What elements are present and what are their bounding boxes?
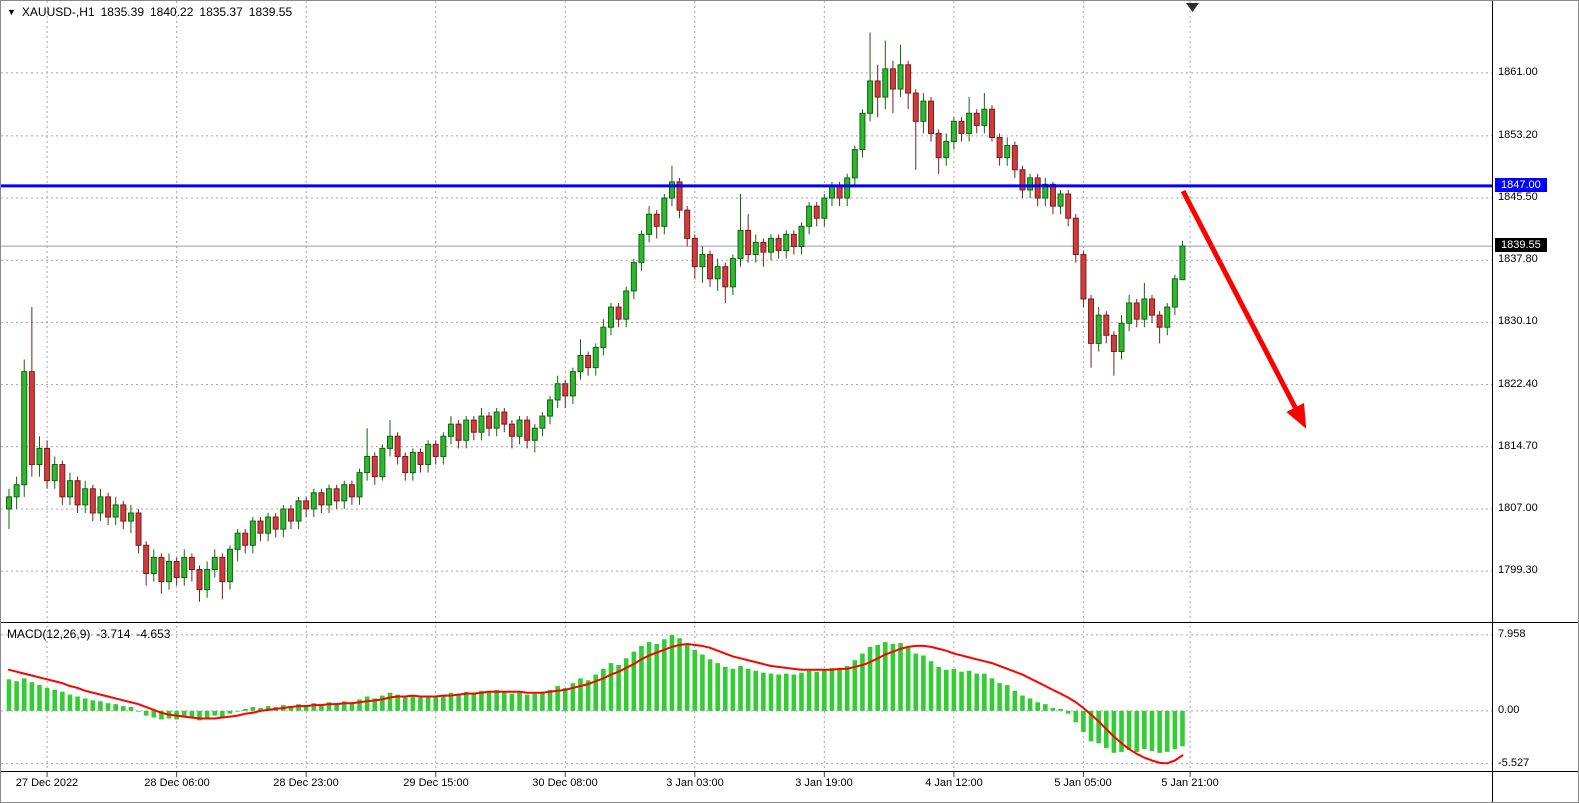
price-axis-tick: 1861.00 <box>1498 66 1538 78</box>
ohlc-close: 1839.55 <box>248 5 293 19</box>
bid-price-tag: 1839.55 <box>1495 238 1547 252</box>
macd-indicator-label: MACD(12,26,9) -3.714 -4.653 <box>7 627 170 641</box>
chart-grid <box>1 1 1492 772</box>
price-axis-tick: 1830.10 <box>1498 315 1538 327</box>
price-axis[interactable]: 1861.00 1853.20 1845.50 1837.80 1830.10 … <box>1493 1 1578 802</box>
time-axis-tick: 5 Jan 05:00 <box>1054 777 1112 789</box>
price-axis-tick: 1845.50 <box>1498 191 1538 203</box>
macd-axis-tick: 7.958 <box>1498 628 1526 640</box>
resistance-price-tag: 1847.00 <box>1495 178 1547 192</box>
time-axis-tick: 28 Dec 06:00 <box>144 777 210 789</box>
candle-wicks <box>8 32 1183 602</box>
chart-shift-marker[interactable] <box>1186 3 1199 12</box>
macd-value: -3.714 <box>96 627 131 641</box>
time-axis-tick: 3 Jan 03:00 <box>666 777 724 789</box>
macd-name: MACD(12,26,9) <box>7 627 91 641</box>
time-axis-tick: 28 Dec 23:00 <box>273 777 339 789</box>
ohlc-low: 1835.37 <box>199 5 243 19</box>
price-axis-tick: 1853.20 <box>1498 129 1538 141</box>
macd-signal-line <box>8 643 1184 765</box>
time-axis-tick: 27 Dec 2022 <box>15 777 79 789</box>
time-axis-tick: 29 Dec 15:00 <box>403 777 469 789</box>
chart-menu-icon[interactable]: ▼ <box>7 7 16 17</box>
ohlc-high: 1840.22 <box>150 5 194 19</box>
macd-axis-tick: 0.00 <box>1498 704 1520 716</box>
macd-axis-tick: -5.527 <box>1498 757 1530 769</box>
price-axis-tick: 1799.30 <box>1498 564 1538 576</box>
macd-signal-value: -4.653 <box>136 627 171 641</box>
time-axis[interactable]: 27 Dec 2022 28 Dec 06:00 28 Dec 23:00 29… <box>1 772 1492 802</box>
time-axis-tick: 3 Jan 19:00 <box>795 777 853 789</box>
macd-histogram <box>6 634 1185 753</box>
symbol-timeframe-label: XAUUSD-,H1 <box>21 5 95 19</box>
trend-arrow[interactable] <box>1180 189 1307 429</box>
price-axis-tick: 1822.40 <box>1498 378 1538 390</box>
time-axis-tick: 5 Jan 21:00 <box>1161 777 1219 789</box>
price-axis-tick: 1807.00 <box>1498 502 1538 514</box>
candlestick-series <box>6 64 1186 591</box>
price-axis-tick: 1814.70 <box>1498 440 1538 452</box>
price-axis-tick: 1837.80 <box>1498 253 1538 265</box>
symbol-ohlc-bar: ▼ XAUUSD-,H1 1835.39 1840.22 1835.37 183… <box>7 5 292 19</box>
time-axis-tick: 30 Dec 08:00 <box>532 777 598 789</box>
time-axis-tick: 4 Jan 12:00 <box>925 777 983 789</box>
ohlc-open: 1835.39 <box>100 5 144 19</box>
